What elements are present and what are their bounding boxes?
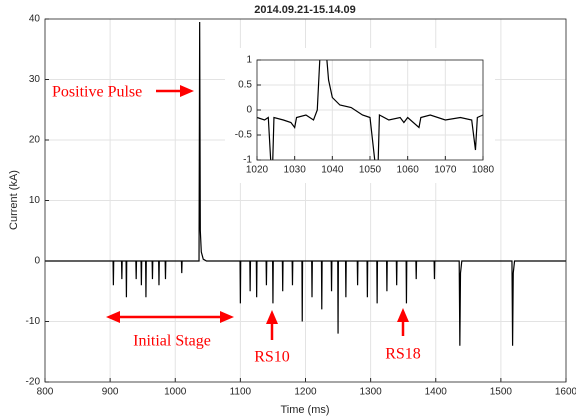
y-tick-label: 40 bbox=[29, 14, 41, 25]
x-tick-label: 1080 bbox=[472, 165, 495, 176]
annotations: Positive Pulse Initial Stage RS10 RS18 bbox=[52, 84, 421, 366]
plot-frame bbox=[44, 18, 567, 383]
x-tick-label: 1400 bbox=[425, 387, 448, 398]
x-tick-label: 1020 bbox=[246, 165, 269, 176]
annotation: Positive Pulse bbox=[52, 84, 142, 101]
x-tick-label: 1300 bbox=[360, 387, 383, 398]
y-tick-label: -0.5 bbox=[235, 130, 253, 141]
x-tick-label: 1200 bbox=[294, 387, 317, 398]
arrow-head bbox=[220, 311, 234, 323]
data-line bbox=[45, 22, 566, 346]
x-tick-label: 1050 bbox=[359, 165, 382, 176]
arrow-head bbox=[397, 308, 409, 322]
annotation: RS18 bbox=[385, 346, 421, 363]
x-tick-label: 1070 bbox=[434, 165, 457, 176]
data-line bbox=[257, 60, 483, 160]
annotation: Initial Stage bbox=[133, 333, 211, 350]
x-tick-label: 1040 bbox=[321, 165, 344, 176]
y-tick-label: -20 bbox=[26, 377, 41, 388]
x-tick-label: 1100 bbox=[230, 387, 252, 398]
arrow-head bbox=[266, 310, 278, 324]
chart-title: 2014.09.21-15.14.09 bbox=[254, 4, 356, 16]
inset-plot: 1020 1030 1040 1050 1060 1070 1080 -1 -0.5 0 0.5 1 bbox=[235, 55, 495, 176]
x-tick-label: 900 bbox=[102, 387, 119, 398]
y-tick-label: 0 bbox=[34, 256, 40, 267]
x-tick-label: 1030 bbox=[284, 165, 307, 176]
x-axis-label: Time (ms) bbox=[280, 404, 329, 416]
x-tick-label: 1500 bbox=[490, 387, 513, 398]
y-tick-label: 20 bbox=[29, 135, 41, 146]
y-tick-label: 10 bbox=[29, 195, 41, 206]
plot-frame bbox=[256, 59, 484, 161]
y-tick-label: 1 bbox=[246, 55, 252, 66]
y-axis-label: Current (kA) bbox=[8, 170, 20, 230]
x-tick-label: 800 bbox=[37, 387, 54, 398]
x-tick-label: 1600 bbox=[555, 387, 576, 398]
y-tick-label: -10 bbox=[26, 316, 41, 327]
arrow-head bbox=[180, 85, 194, 97]
y-tick-label: 0 bbox=[246, 105, 252, 116]
y-tick-label: -1 bbox=[243, 155, 252, 166]
inset-background bbox=[225, 48, 495, 183]
x-tick-label: 1060 bbox=[397, 165, 420, 176]
x-tick-label: 1000 bbox=[164, 387, 187, 398]
annotation: RS10 bbox=[254, 349, 290, 366]
arrow-head bbox=[106, 311, 120, 323]
y-tick-label: 0.5 bbox=[238, 80, 252, 91]
y-tick-label: 30 bbox=[29, 74, 41, 85]
